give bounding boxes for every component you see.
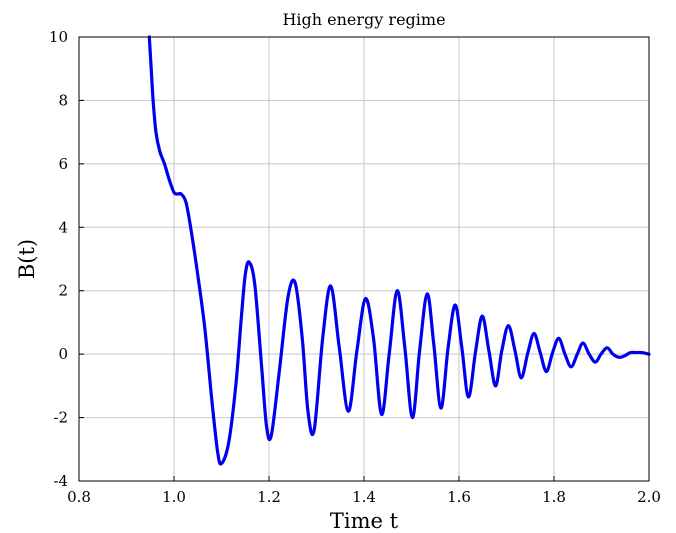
grid-layer (78, 36, 650, 482)
y-tick-label: 2 (58, 282, 68, 300)
x-tick-label: 1.0 (162, 488, 186, 506)
x-tick-label: 0.8 (67, 488, 91, 506)
tick-layer: 0.8 1.0 1.2 1.4 1.6 1.8 2.0 -4 -2 0 2 4 6 8 10 (49, 28, 661, 506)
y-tick-label: -4 (53, 472, 68, 490)
y-tick-label: 0 (58, 345, 68, 363)
x-axis-label: Time t (330, 509, 399, 533)
x-tick-label: 1.2 (257, 488, 281, 506)
y-axis-label: B(t) (15, 239, 39, 279)
x-tick-label: 1.8 (542, 488, 566, 506)
y-tick-label: 6 (58, 155, 68, 173)
series-layer (147, 35, 651, 466)
x-tick-label: 1.6 (447, 488, 471, 506)
y-tick-label: 8 (58, 91, 68, 109)
x-tick-label: 2.0 (637, 488, 661, 506)
y-tick-label: 4 (58, 218, 68, 236)
y-tick-label: -2 (53, 409, 68, 427)
series-line (147, 35, 651, 466)
y-tick-label: 10 (49, 28, 68, 46)
x-tick-label: 1.4 (352, 488, 376, 506)
chart-title: High energy regime (282, 10, 445, 29)
